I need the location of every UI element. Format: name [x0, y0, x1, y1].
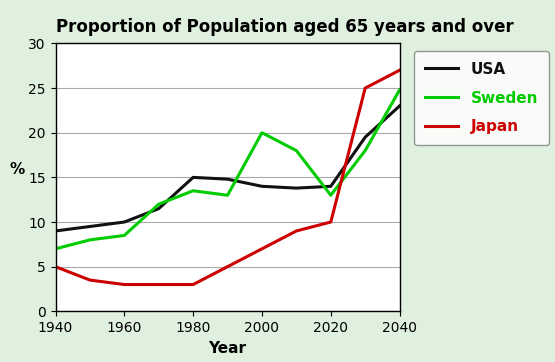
- Text: Proportion of Population aged 65 years and over: Proportion of Population aged 65 years a…: [56, 18, 513, 36]
- Legend: USA, Sweden, Japan: USA, Sweden, Japan: [414, 51, 549, 145]
- Y-axis label: %: %: [9, 163, 24, 177]
- X-axis label: Year: Year: [209, 341, 246, 355]
